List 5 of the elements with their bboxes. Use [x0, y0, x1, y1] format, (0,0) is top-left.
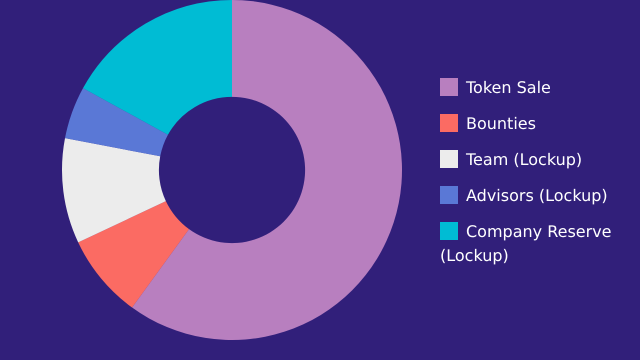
- legend-label: Token Sale: [465, 77, 552, 99]
- legend-label: Advisors (Lockup): [465, 185, 609, 207]
- legend-label: Team (Lockup): [465, 149, 584, 171]
- legend-label: Bounties: [465, 113, 537, 135]
- legend-label: Company Reserve (Lockup): [440, 221, 613, 267]
